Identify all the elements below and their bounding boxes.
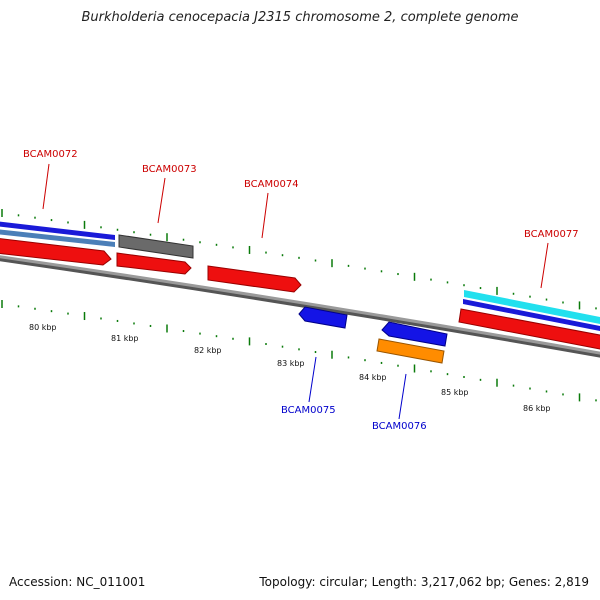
- feature-bar-blue-top: [0, 221, 115, 240]
- gene-bcam0072-arrow[interactable]: [0, 238, 112, 266]
- outer-tick-track: [1, 208, 597, 310]
- leader-bcam0076: [398, 373, 407, 420]
- tick-label-83: 83 kbp: [277, 359, 305, 368]
- backbone-shadow: [0, 256, 600, 358]
- topology-text: Topology: circular; Length: 3,217,062 bp…: [259, 575, 589, 589]
- inner-tick-track: [1, 299, 597, 402]
- gene-label-bcam0077[interactable]: BCAM0077: [524, 229, 579, 240]
- map-title: Burkholderia cenocepacia J2315 chromosom…: [81, 10, 519, 25]
- feature-bar-blue-right: [463, 299, 600, 332]
- tick-label-81: 81 kbp: [111, 334, 139, 343]
- tick-label-86: 86 kbp: [523, 404, 551, 413]
- gene-bcam0073-arrow[interactable]: [116, 252, 192, 275]
- tick-label-82: 82 kbp: [194, 346, 222, 355]
- gene-bcam0073-gray-feature: [118, 234, 194, 259]
- backbone: [0, 255, 600, 355]
- gene-bcam0077-arrow[interactable]: [458, 308, 600, 350]
- gene-bcam0076-orange-feature: [376, 338, 445, 364]
- feature-bar-steel-top: [0, 229, 115, 247]
- leader-bcam0073: [157, 177, 166, 224]
- feature-bar-cyan-right: [464, 290, 600, 325]
- accession-text: Accession: NC_011001: [9, 575, 146, 589]
- leader-bcam0074: [261, 192, 269, 239]
- gene-label-bcam0074[interactable]: BCAM0074: [244, 179, 299, 190]
- tick-label-80: 80 kbp: [29, 323, 57, 332]
- gene-bcam0074-arrow[interactable]: [207, 265, 302, 293]
- leader-bcam0075: [308, 356, 317, 403]
- tick-label-84: 84 kbp: [359, 373, 387, 382]
- gene-bcam0076-arrow[interactable]: [381, 321, 448, 347]
- gene-label-bcam0072[interactable]: BCAM0072: [23, 149, 78, 160]
- gene-bcam0075-arrow[interactable]: [298, 306, 348, 329]
- gene-label-bcam0076[interactable]: BCAM0076: [372, 421, 427, 432]
- tick-label-85: 85 kbp: [441, 388, 469, 397]
- gene-label-bcam0075[interactable]: BCAM0075: [281, 405, 336, 416]
- tick-labels: 80 kbp 81 kbp 82 kbp 83 kbp 84 kbp 85 kb…: [29, 323, 551, 413]
- gene-label-bcam0073[interactable]: BCAM0073: [142, 164, 197, 175]
- leader-bcam0077: [540, 242, 549, 289]
- leader-bcam0072: [42, 163, 50, 210]
